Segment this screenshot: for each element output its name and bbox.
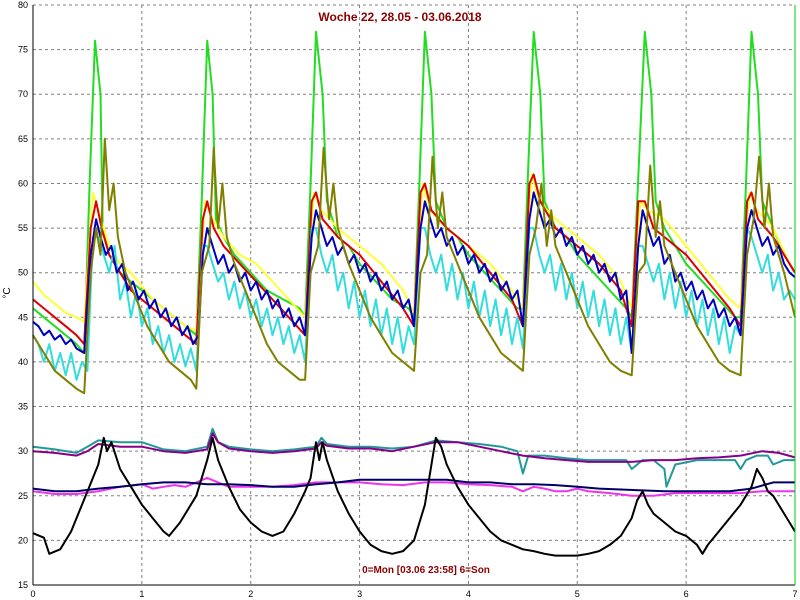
x-tick-label: 0 <box>30 589 35 599</box>
axes <box>32 5 796 586</box>
x-tick-label: 4 <box>466 589 471 599</box>
series-line-6 <box>32 137 796 395</box>
y-tick-label: 35 <box>18 402 28 412</box>
y-tick-label: 25 <box>18 491 28 501</box>
series-line-8 <box>32 432 796 463</box>
y-tick-label: 15 <box>18 580 28 590</box>
x-tick-label: 6 <box>684 589 689 599</box>
series-layer <box>32 30 796 557</box>
y-tick-label: 60 <box>18 178 28 188</box>
y-tick-label: 20 <box>18 535 28 545</box>
y-tick-label: 65 <box>18 134 28 144</box>
x-tick-label: 5 <box>575 589 580 599</box>
y-axis-label: °C <box>2 287 13 298</box>
y-tick-label: 70 <box>18 89 28 99</box>
series-line-5 <box>32 191 796 354</box>
series-line-9 <box>32 476 795 497</box>
x-tick-label: 7 <box>792 589 797 599</box>
x-tick-label: 1 <box>139 589 144 599</box>
series-line-10 <box>32 478 795 493</box>
x-tick-label: 3 <box>357 589 362 599</box>
grid-lines <box>33 4 795 585</box>
y-tick-label: 80 <box>18 0 28 10</box>
x-axis-label: 0=Mon [03.06 23:58] 6=Son <box>362 565 490 576</box>
series-line-11 <box>32 436 796 557</box>
y-tick-label: 30 <box>18 446 28 456</box>
series-line-7 <box>32 427 795 488</box>
y-tick-label: 40 <box>18 357 28 367</box>
y-tick-label: 50 <box>18 268 28 278</box>
x-tick-label: 2 <box>248 589 253 599</box>
series-line-4 <box>32 227 796 381</box>
y-tick-label: 45 <box>18 312 28 322</box>
y-tick-label: 75 <box>18 45 28 55</box>
chart-title: Woche 22, 28.05 - 03.06.2018 <box>318 10 482 24</box>
y-tick-label: 55 <box>18 223 28 233</box>
